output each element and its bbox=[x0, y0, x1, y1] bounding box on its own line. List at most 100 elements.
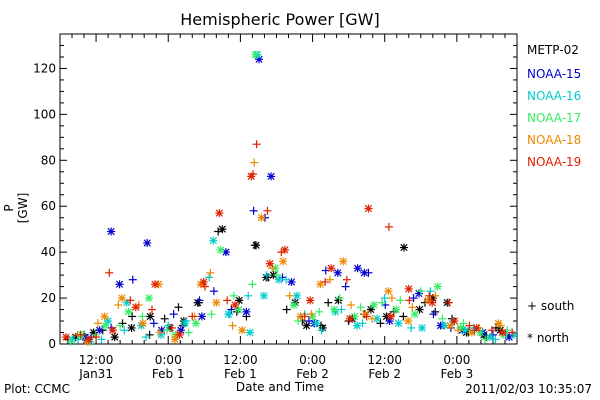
point-metp-02-south bbox=[324, 298, 333, 307]
point-noaa-19-south bbox=[92, 333, 101, 342]
point-metp-02-north bbox=[399, 243, 408, 252]
point-noaa-15-south bbox=[195, 296, 204, 305]
point-noaa-17-north bbox=[433, 282, 442, 291]
legend-noaa-19: NOAA-19 bbox=[527, 155, 582, 169]
point-noaa-17-north bbox=[101, 321, 110, 330]
point-metp-02-south bbox=[399, 312, 408, 321]
point-noaa-17-north bbox=[191, 319, 200, 328]
x-axis-label: Date and Time bbox=[235, 380, 325, 394]
point-noaa-15-south bbox=[341, 282, 350, 291]
point-metp-02-north bbox=[218, 225, 227, 234]
point-noaa-15-south bbox=[209, 287, 218, 296]
point-noaa-17-south bbox=[335, 294, 344, 303]
point-noaa-15-north bbox=[115, 280, 124, 289]
point-noaa-18-north bbox=[339, 257, 348, 266]
point-noaa-16-north bbox=[312, 319, 321, 328]
point-noaa-19-south bbox=[300, 312, 309, 321]
point-metp-02-south bbox=[128, 312, 137, 321]
y-tick-label: 120 bbox=[33, 61, 56, 75]
point-noaa-19-north bbox=[327, 264, 336, 273]
point-noaa-17-south bbox=[66, 337, 75, 346]
point-noaa-19-south bbox=[321, 278, 330, 286]
point-noaa-17-south bbox=[459, 319, 468, 328]
point-noaa-18-north bbox=[404, 317, 413, 326]
point-noaa-19-north bbox=[175, 330, 184, 339]
point-noaa-18-south bbox=[250, 158, 259, 167]
point-noaa-19-south bbox=[105, 268, 114, 277]
point-noaa-15-north bbox=[360, 268, 369, 277]
point-metp-02-south bbox=[174, 303, 183, 312]
point-noaa-16-south bbox=[262, 271, 271, 280]
y-tick-label: 100 bbox=[33, 107, 56, 121]
legend-noaa-17: NOAA-17 bbox=[527, 111, 582, 125]
point-noaa-17-south bbox=[207, 310, 216, 319]
legend-noaa-15: NOAA-15 bbox=[527, 67, 582, 81]
point-noaa-19-south bbox=[405, 296, 414, 305]
point-noaa-19-north bbox=[108, 326, 117, 335]
x-tick-label: 0:00 bbox=[443, 353, 470, 367]
plot-credit: Plot: CCMC bbox=[4, 382, 70, 396]
point-noaa-18-south bbox=[387, 294, 396, 303]
point-noaa-16-north bbox=[181, 319, 190, 328]
point-noaa-16-south bbox=[380, 294, 389, 303]
point-noaa-17-north bbox=[124, 307, 133, 316]
point-noaa-16-south bbox=[141, 333, 150, 342]
point-noaa-15-south bbox=[249, 206, 258, 215]
point-noaa-17-south bbox=[273, 271, 282, 280]
point-noaa-17-south bbox=[396, 296, 405, 305]
point-noaa-15-north bbox=[107, 227, 116, 236]
point-noaa-19-south bbox=[223, 296, 232, 305]
point-noaa-15-north bbox=[267, 172, 276, 181]
point-noaa-19-south bbox=[425, 291, 434, 300]
point-noaa-17-north bbox=[144, 294, 153, 303]
point-noaa-19-north bbox=[364, 204, 373, 213]
point-metp-02-north bbox=[127, 323, 136, 332]
point-noaa-19-north bbox=[62, 333, 71, 342]
x-tick-date-label: Feb 2 bbox=[296, 367, 329, 381]
point-noaa-18-north bbox=[212, 298, 221, 307]
point-metp-02-south bbox=[160, 314, 169, 323]
point-noaa-19-south bbox=[148, 305, 157, 314]
point-noaa-16-north bbox=[394, 319, 403, 328]
point-noaa-19-north bbox=[247, 172, 256, 181]
point-noaa-17-north bbox=[392, 305, 401, 314]
chart-title: Hemispheric Power [GW] bbox=[180, 10, 380, 29]
point-noaa-19-north bbox=[131, 303, 140, 312]
point-noaa-16-south bbox=[317, 326, 326, 335]
point-noaa-16-north bbox=[259, 291, 268, 300]
point-noaa-18-south bbox=[368, 314, 377, 323]
point-noaa-16-south bbox=[426, 287, 435, 296]
point-noaa-18-south bbox=[454, 326, 463, 335]
y-axis-label: P [GW] bbox=[2, 192, 30, 224]
point-noaa-18-south bbox=[93, 319, 102, 328]
point-noaa-19-north bbox=[306, 296, 315, 305]
point-noaa-15-north bbox=[242, 307, 251, 316]
point-noaa-18-north bbox=[384, 287, 393, 296]
point-noaa-19-north bbox=[345, 314, 354, 323]
point-noaa-18-south bbox=[307, 310, 316, 319]
point-noaa-15-south bbox=[409, 294, 418, 303]
plot-timestamp: 2011/02/03 10:35:07 bbox=[465, 382, 592, 396]
x-tick-label: 0:00 bbox=[299, 353, 326, 367]
point-noaa-19-north bbox=[450, 317, 459, 326]
x-tick-label: 0:00 bbox=[155, 353, 182, 367]
point-noaa-17-north bbox=[330, 305, 339, 314]
point-noaa-19-south bbox=[508, 328, 517, 337]
point-noaa-18-north bbox=[238, 326, 247, 335]
y-tick-label: 60 bbox=[41, 199, 56, 213]
x-tick-date-label: Feb 2 bbox=[368, 367, 401, 381]
x-tick-date-label: Feb 3 bbox=[441, 367, 474, 381]
point-noaa-18-south bbox=[206, 268, 215, 277]
point-noaa-15-south bbox=[128, 275, 137, 284]
point-noaa-18-south bbox=[155, 328, 164, 337]
point-noaa-19-north bbox=[386, 312, 395, 321]
point-noaa-18-south bbox=[408, 303, 417, 312]
point-noaa-19-south bbox=[384, 222, 393, 231]
point-noaa-19-north bbox=[265, 259, 274, 268]
point-noaa-19-north bbox=[151, 280, 160, 289]
point-noaa-17-south bbox=[248, 280, 257, 289]
point-noaa-18-north bbox=[279, 257, 288, 266]
x-tick-label: 12:00 bbox=[223, 353, 258, 367]
